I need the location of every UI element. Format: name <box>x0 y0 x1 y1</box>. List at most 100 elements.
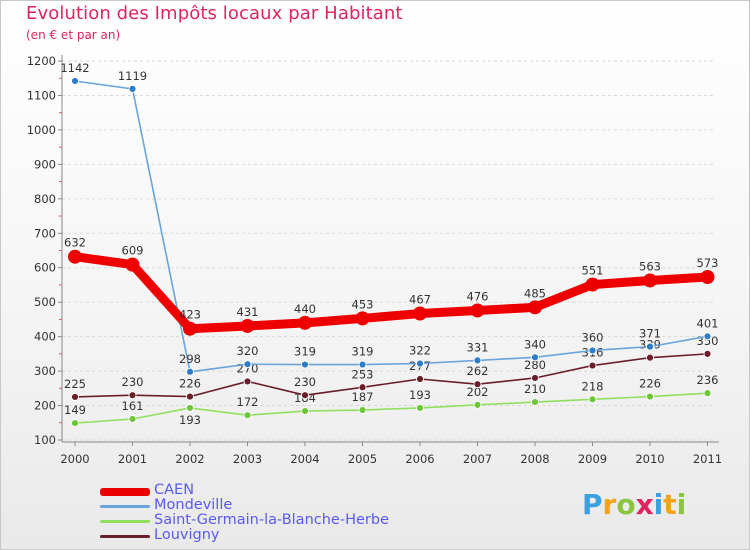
y-tick-label: 1000 <box>27 123 56 137</box>
data-point <box>68 249 82 264</box>
legend-item-caen[interactable]: CAEN <box>100 482 500 500</box>
data-point <box>528 300 542 315</box>
data-label: 563 <box>639 259 661 273</box>
data-point <box>355 311 370 326</box>
series-line-caen <box>70 252 712 334</box>
data-point <box>700 270 715 285</box>
x-tick-label: 2007 <box>463 452 492 466</box>
data-point <box>588 361 597 370</box>
data-point <box>473 380 482 389</box>
y-tick-label: 300 <box>34 364 56 378</box>
y-tick-label: 600 <box>34 261 56 275</box>
data-label: 423 <box>179 308 201 322</box>
legend-item-louvigny[interactable]: Louvigny <box>100 527 500 545</box>
legend-label-caen: CAEN <box>154 482 195 498</box>
data-label: 453 <box>352 297 374 311</box>
data-label: 440 <box>294 302 316 316</box>
data-point <box>585 277 600 292</box>
y-tick-label: 800 <box>34 192 56 206</box>
logo-letter: x <box>635 488 654 521</box>
data-point <box>703 389 712 398</box>
data-label: 371 <box>639 327 661 341</box>
logo-letter: r <box>602 488 617 521</box>
data-point <box>301 407 309 415</box>
x-tick-label: 2006 <box>405 452 434 466</box>
data-label: 262 <box>467 364 489 378</box>
y-tick-label: 1200 <box>27 54 56 68</box>
x-tick-label: 2009 <box>578 452 607 466</box>
data-point <box>125 257 140 272</box>
data-label: 1142 <box>60 61 89 75</box>
legend-swatch-louvigny <box>100 535 150 538</box>
data-point <box>243 411 252 420</box>
data-label: 476 <box>467 289 489 303</box>
data-point <box>298 315 312 330</box>
data-point <box>128 415 137 423</box>
series-line-mondeville <box>74 80 709 373</box>
data-label: 340 <box>524 337 546 351</box>
data-point <box>416 404 424 412</box>
data-label: 236 <box>697 373 719 387</box>
data-point <box>531 353 539 362</box>
data-label: 298 <box>179 352 201 366</box>
data-point <box>186 392 194 401</box>
data-label: 431 <box>237 305 259 319</box>
legend-label-mondeville: Mondeville <box>154 497 233 513</box>
x-tick-label: 2008 <box>520 452 549 466</box>
data-point <box>186 404 194 412</box>
data-point <box>646 392 654 401</box>
data-label: 225 <box>64 377 86 391</box>
data-point <box>646 353 654 362</box>
data-point <box>183 321 197 336</box>
data-point <box>243 360 252 369</box>
data-point <box>71 393 79 401</box>
logo-letter: i <box>676 488 687 521</box>
data-label: 319 <box>294 345 316 359</box>
data-label: 573 <box>697 256 719 270</box>
x-tick-label: 2005 <box>348 452 377 466</box>
chart-title: Evolution des Impôts locaux par Habitant <box>26 3 403 24</box>
data-label: 202 <box>467 385 489 399</box>
data-point <box>416 359 424 368</box>
y-tick-label: 900 <box>34 157 56 171</box>
data-label: 320 <box>237 344 259 358</box>
data-point <box>301 360 309 369</box>
y-tick-label: 700 <box>34 226 56 240</box>
data-point <box>240 318 255 333</box>
data-point <box>71 419 79 428</box>
data-point <box>358 406 367 414</box>
legend-swatch-saint-germain <box>100 520 150 523</box>
data-label: 485 <box>524 286 546 300</box>
y-tick-label: 500 <box>34 295 56 309</box>
chart-subtitle: (en € et par an) <box>26 28 121 42</box>
data-point <box>413 306 427 321</box>
data-point <box>71 77 79 85</box>
data-label: 319 <box>352 345 374 359</box>
data-label: 1119 <box>118 69 147 83</box>
data-label: 401 <box>697 316 719 330</box>
series-line-saint-germain-la-blanche-herbe <box>74 392 709 424</box>
legend-item-saint-germain[interactable]: Saint-Germain-la-Blanche-Herbe <box>100 512 500 530</box>
data-label: 193 <box>409 388 431 402</box>
data-label: 226 <box>639 377 661 391</box>
y-tick-label: 1100 <box>27 88 56 102</box>
legend-swatch-mondeville <box>100 505 150 508</box>
data-point <box>703 332 712 341</box>
data-label: 193 <box>179 413 201 427</box>
data-point <box>588 346 597 355</box>
data-label: 187 <box>352 390 374 404</box>
data-label: 360 <box>582 330 604 344</box>
data-point <box>646 342 654 351</box>
x-tick-label: 2002 <box>175 452 204 466</box>
legend-item-mondeville[interactable]: Mondeville <box>100 497 500 515</box>
x-tick-label: 2004 <box>290 452 319 466</box>
data-point <box>588 395 597 404</box>
logo-letter: t <box>663 488 677 521</box>
x-tick-label: 2010 <box>635 452 664 466</box>
x-tick-label: 2000 <box>60 452 89 466</box>
data-point <box>531 374 539 382</box>
x-tick-label: 2003 <box>233 452 262 466</box>
data-point <box>470 303 485 318</box>
data-label: 331 <box>467 340 489 354</box>
